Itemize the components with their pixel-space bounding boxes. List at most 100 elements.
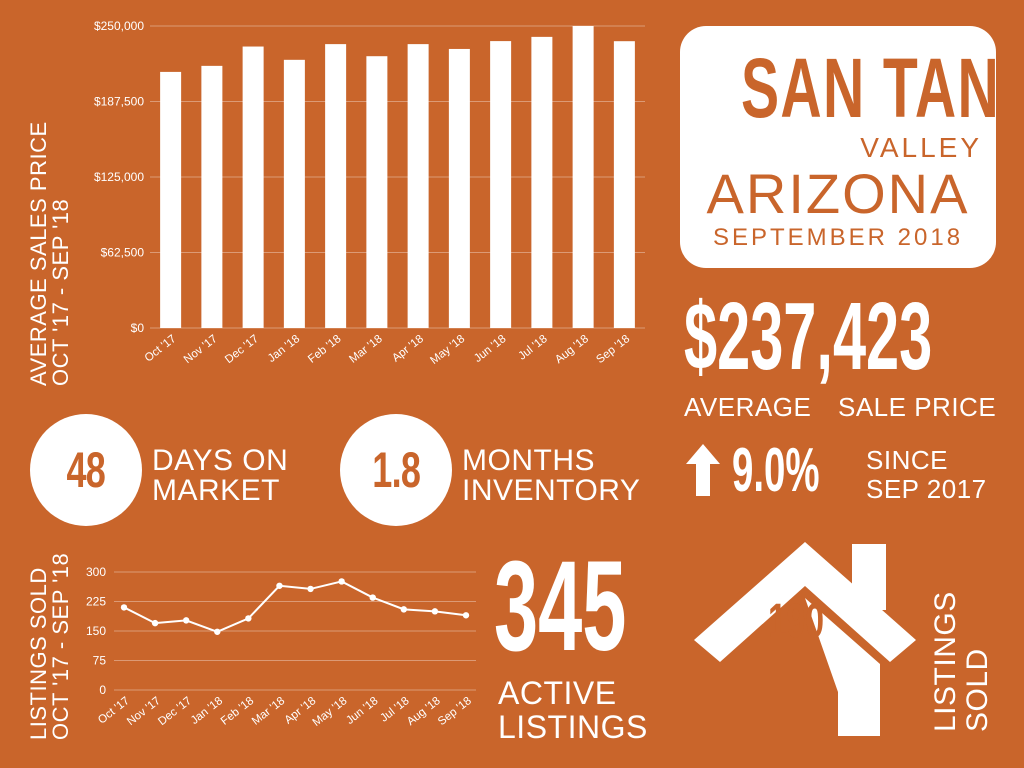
bar-chart-bar <box>242 46 264 328</box>
bar-chart-ytick-label: $0 <box>131 321 145 335</box>
house-icon <box>694 542 916 736</box>
line-chart-xtick-label: May '18 <box>311 695 350 729</box>
bar-chart-ytick-label: $250,000 <box>94 19 144 33</box>
bar-chart-xtick-label: May '18 <box>428 333 467 367</box>
avg-price-value-wrap: $237,423 <box>684 283 1024 390</box>
line-chart-point <box>431 608 439 615</box>
bar-chart-ytick-label: $187,500 <box>94 95 144 109</box>
months-inventory-line1: MONTHS <box>462 444 595 477</box>
bar-chart-bar <box>201 65 223 328</box>
change-value: 9.0% <box>732 436 820 505</box>
bar-chart-xtick-label: Dec '17 <box>223 333 261 366</box>
bar-chart-bar <box>366 56 388 328</box>
bar-chart-xtick-label: Nov '17 <box>182 333 220 366</box>
line-chart-xtick-label: Nov '17 <box>125 695 163 728</box>
line-chart-xtick-label: Feb '18 <box>219 695 256 728</box>
change-value-wrap: 9.0% <box>732 440 862 506</box>
line-chart-xtick-label: Jun '18 <box>344 695 380 727</box>
bar-chart-xtick-label: Apr '18 <box>390 333 426 365</box>
line-chart-ytick-label: 225 <box>86 595 106 609</box>
months-inventory-label: MONTHS INVENTORY <box>462 446 640 506</box>
avg-price-bar-chart: $0 $62,500 $125,000 $187,500 $250,000 Oct '17… <box>94 19 645 367</box>
bar-chart-bar <box>531 36 553 328</box>
title-line-valley: VALLEY <box>860 132 982 163</box>
line-chart-ytick-label: 75 <box>93 654 107 668</box>
bar-chart-xtick-label: Oct '17 <box>143 333 179 365</box>
title-line-arizona: ARIZONA <box>706 162 970 225</box>
days-on-market-line1: DAYS ON <box>152 444 289 477</box>
line-chart-ylabel: LISTINGS SOLD OCT '17 - SEP '18 <box>26 552 73 740</box>
active-listings-line2: LISTINGS <box>498 709 648 745</box>
line-chart-point <box>307 585 314 593</box>
bar-chart-ylabel-line2: OCT '17 - SEP '18 <box>48 198 73 386</box>
bar-chart-ytick-label: $125,000 <box>94 170 144 184</box>
listings-sold-value: 190 <box>768 595 825 648</box>
avg-price-value: $237,423 <box>684 283 933 390</box>
bar-chart-bar <box>490 41 512 328</box>
line-chart-xtick-label: Dec '17 <box>156 695 194 728</box>
bar-chart-bar <box>160 71 182 329</box>
line-chart-xtick-label: Aug '18 <box>405 695 443 728</box>
bar-chart-xtick-label: Aug '18 <box>553 333 591 366</box>
line-chart-ytick-label: 0 <box>99 683 106 697</box>
line-chart-ylabel-line1: LISTINGS SOLD <box>26 567 51 740</box>
title-line-date: SEPTEMBER 2018 <box>712 224 964 251</box>
days-on-market-value: 48 <box>66 442 106 498</box>
listings-sold-line2: SOLD <box>961 648 994 732</box>
avg-price-label-b: SALE PRICE <box>838 392 997 422</box>
listings-sold-line1: LISTINGS <box>929 591 962 732</box>
line-chart-point <box>182 617 190 624</box>
bar-chart-ylabel: AVERAGE SALES PRICE OCT '17 - SEP '18 <box>26 121 73 386</box>
title-card: SAN TAN VALLEY ARIZONA SEPTEMBER 2018 <box>680 26 996 268</box>
days-on-market-label: DAYS ON MARKET <box>152 446 288 506</box>
up-arrow-icon <box>686 444 720 496</box>
bar-chart-bar <box>283 59 305 328</box>
days-on-market-badge: 48 <box>30 414 142 526</box>
line-chart-xtick-label: Jan '18 <box>189 695 225 727</box>
bar-chart-ylabel-line1: AVERAGE SALES PRICE <box>26 121 51 386</box>
months-inventory-badge: 1.8 <box>340 414 452 526</box>
bar-chart-bar <box>407 44 429 329</box>
change-line1: SINCE <box>866 445 948 475</box>
bar-chart-xtick-label: Jun '18 <box>472 333 508 365</box>
line-chart-point <box>400 606 408 613</box>
active-listings-value-wrap: 345 <box>494 535 674 678</box>
bar-chart-xtick-label: Jul '18 <box>516 333 549 363</box>
listings-sold-label: LISTINGS SOLD <box>929 591 994 732</box>
line-chart-point <box>151 619 159 627</box>
change-line2: SEP 2017 <box>866 474 987 504</box>
line-chart-series-line <box>123 580 467 633</box>
bar-chart-bar <box>613 41 635 328</box>
line-chart-point <box>120 604 128 611</box>
active-listings-value: 345 <box>494 535 627 678</box>
bar-chart-xtick-label: Jan '18 <box>266 333 302 365</box>
months-inventory-value: 1.8 <box>372 442 421 498</box>
line-chart-ytick-label: 300 <box>86 565 106 579</box>
line-chart-point <box>245 615 252 622</box>
line-chart-xtick-label: Mar '18 <box>250 695 287 728</box>
bar-chart-xtick-label: Feb '18 <box>306 333 343 366</box>
bar-chart-bar <box>572 26 594 328</box>
bar-chart-xtick-label: Mar '18 <box>347 333 384 366</box>
line-chart-ylabel-line2: OCT '17 - SEP '18 <box>48 552 73 740</box>
days-on-market-line2: MARKET <box>152 474 281 507</box>
active-listings-label: ACTIVE LISTINGS <box>498 676 648 744</box>
listings-sold-value-wrap: 190 <box>768 596 848 656</box>
line-chart-point <box>369 594 376 601</box>
line-chart-point <box>214 628 221 635</box>
line-chart-point <box>462 612 470 619</box>
line-chart-point <box>338 578 345 585</box>
bar-chart-xtick-label: Sep '18 <box>594 333 632 366</box>
line-chart-ytick-label: 150 <box>86 624 106 638</box>
bar-chart-bar <box>325 44 347 329</box>
active-listings-line1: ACTIVE <box>498 675 617 711</box>
change-label: SINCE SEP 2017 <box>866 446 987 504</box>
bar-chart-bar <box>448 48 470 329</box>
line-chart-point <box>276 582 283 589</box>
avg-price-label-a: AVERAGE <box>684 392 812 422</box>
months-inventory-line2: INVENTORY <box>462 474 641 507</box>
line-chart-xtick-label: Sep '18 <box>436 695 474 728</box>
title-line-san-tan: SAN TAN <box>740 41 996 135</box>
bar-chart-ytick-label: $62,500 <box>101 246 145 260</box>
